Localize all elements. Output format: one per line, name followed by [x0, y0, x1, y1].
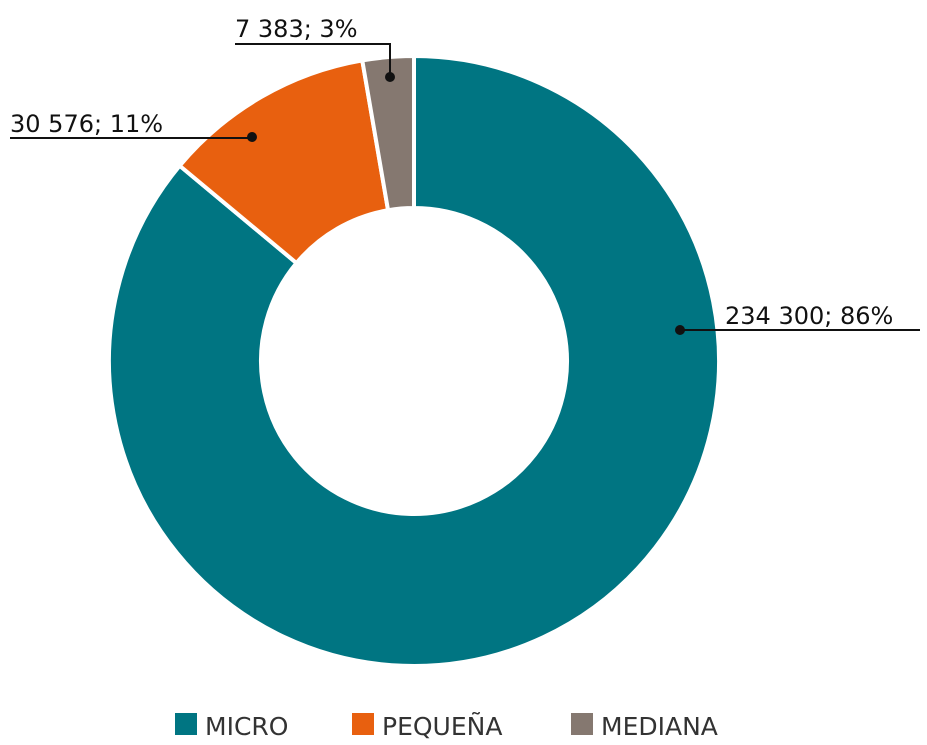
legend-swatch: [571, 713, 593, 735]
legend-label: PEQUEÑA: [382, 711, 502, 741]
legend-label: MEDIANA: [601, 712, 718, 741]
legend-swatch: [352, 713, 374, 735]
donut-slice: [107, 53, 721, 668]
data-label: 30 576; 11%: [10, 110, 163, 138]
donut-slice: [359, 53, 416, 213]
data-label: 7 383; 3%: [235, 15, 358, 43]
leader-line: [235, 43, 391, 77]
leader-dot: [385, 72, 395, 82]
legend-swatch: [175, 713, 197, 735]
data-label: 234 300; 86%: [725, 302, 893, 330]
leader-dot: [675, 325, 685, 335]
leader-dot: [247, 132, 257, 142]
legend-label: MICRO: [205, 712, 288, 741]
